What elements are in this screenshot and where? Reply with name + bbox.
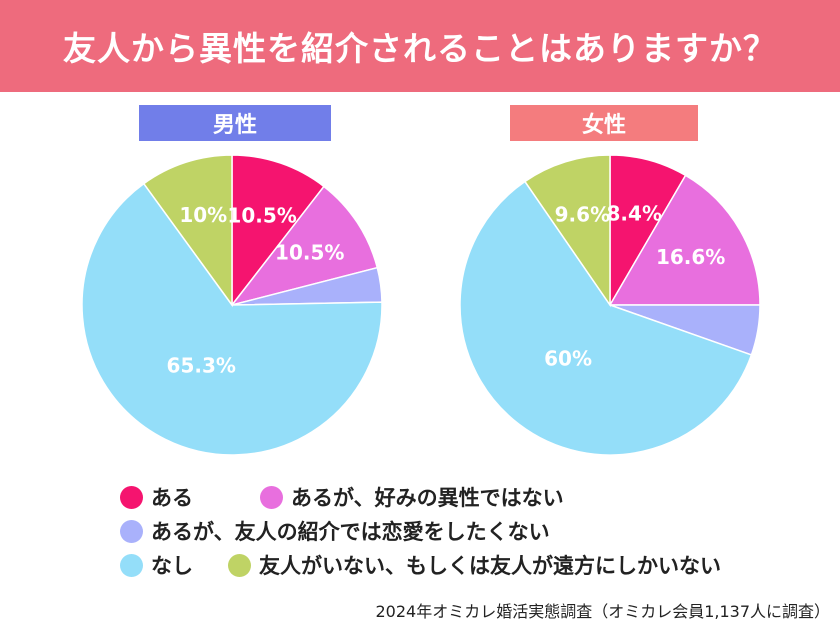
data-label: 60% xyxy=(544,346,592,370)
pie-chart-female: 8.4% 16.6% 60% 9.6% xyxy=(459,154,761,456)
data-label: 10.5% xyxy=(275,240,344,264)
slice-nashi xyxy=(81,182,383,456)
legend-label: なし xyxy=(151,554,193,578)
legend-item-no-romance-via-friends: あるが、友人の紹介では恋愛をしたくない xyxy=(120,516,550,546)
data-label: 65.3% xyxy=(167,353,236,377)
data-label: 10.5% xyxy=(227,204,296,228)
pie-chart-male: 10.5% 10.5% 65.3% 10% xyxy=(81,154,383,456)
legend-item-nashi: なし xyxy=(120,550,193,580)
data-label: 8.4% xyxy=(607,202,662,226)
legend-swatch xyxy=(228,553,251,577)
legend-swatch xyxy=(120,485,143,509)
legend-swatch xyxy=(120,553,143,577)
legend-item-not-my-type: あるが、好みの異性ではない xyxy=(260,482,564,512)
slice-aru xyxy=(231,154,325,308)
data-label: 9.6% xyxy=(555,203,610,227)
slice-no-friends xyxy=(142,154,233,308)
legend-swatch xyxy=(120,519,143,543)
data-label: 16.6% xyxy=(656,245,725,269)
source-note: 2024年オミカレ婚活実態調査（オミカレ会員1,137人に調査） xyxy=(375,602,830,621)
page-title: 友人から異性を紹介されることはありますか？ xyxy=(0,0,840,92)
legend-label: ある xyxy=(151,486,193,510)
legend-label: 友人がいない、もしくは友人が遠方にしかいない xyxy=(259,554,721,578)
slice-no-friends xyxy=(523,154,611,308)
slice-nashi xyxy=(459,180,753,456)
legend-item-no-friends: 友人がいない、もしくは友人が遠方にしかいない xyxy=(228,550,721,580)
chart-title-male: 男性 xyxy=(139,105,331,141)
slice-not-my-type xyxy=(608,174,761,306)
legend-swatch xyxy=(260,485,283,509)
data-label: 10% xyxy=(179,203,227,227)
legend-item-aru: ある xyxy=(120,482,193,512)
legend: ある あるが、好みの異性ではない あるが、友人の紹介では恋愛をしたくない なし … xyxy=(120,478,820,588)
chart-title-female: 女性 xyxy=(510,105,698,141)
slice-not-my-type xyxy=(230,185,379,307)
legend-label: あるが、好みの異性ではない xyxy=(291,486,564,510)
legend-label: あるが、友人の紹介では恋愛をしたくない xyxy=(151,520,550,544)
